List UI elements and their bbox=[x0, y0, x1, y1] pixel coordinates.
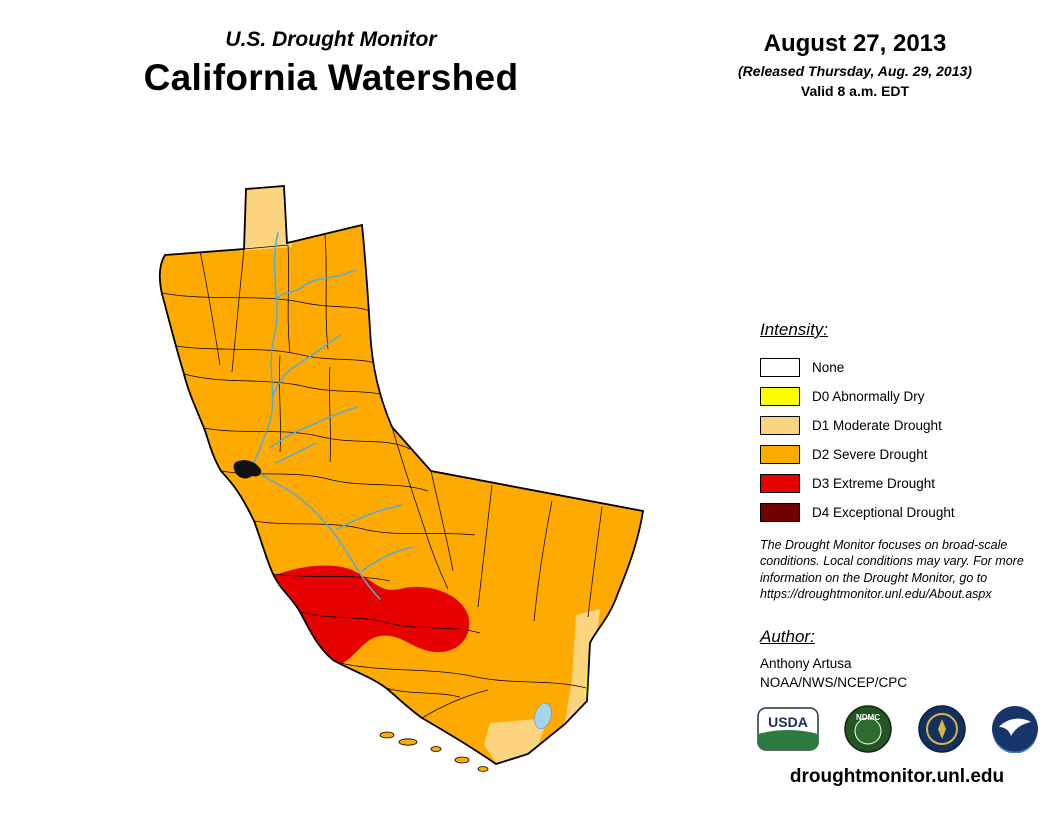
legend-swatch-d1 bbox=[760, 416, 800, 435]
date-block: August 27, 2013 (Released Thursday, Aug.… bbox=[710, 30, 1000, 99]
seagull-icon bbox=[998, 718, 1031, 736]
disclaimer-text: The Drought Monitor focuses on broad-sca… bbox=[760, 538, 1024, 601]
legend-item: D4 Exceptional Drought bbox=[760, 498, 955, 527]
ndmc-logo-text: NDMC bbox=[856, 713, 880, 722]
noaa-logo bbox=[991, 706, 1038, 753]
legend: Intensity: None D0 Abnormally Dry D1 Mod… bbox=[760, 320, 955, 527]
usda-logo-text: USDA bbox=[768, 714, 808, 730]
salton-sea bbox=[534, 702, 552, 730]
commerce-seal-logo bbox=[917, 705, 966, 753]
legend-label: None bbox=[812, 360, 845, 375]
usda-logo: USDA bbox=[757, 707, 819, 751]
page-title: California Watershed bbox=[143, 57, 519, 98]
eagle-icon bbox=[937, 719, 946, 739]
san-francisco-bay bbox=[233, 460, 262, 479]
author-org: NOAA/NWS/NCEP/CPC bbox=[760, 675, 908, 690]
map-d1-regions bbox=[240, 186, 600, 764]
legend-label: D0 Abnormally Dry bbox=[812, 389, 925, 404]
legend-heading: Intensity: bbox=[760, 320, 829, 339]
map-d2-region bbox=[159, 186, 643, 772]
watershed-boundaries bbox=[161, 234, 603, 719]
map-date: August 27, 2013 bbox=[763, 30, 947, 57]
map-d3-regions bbox=[270, 565, 470, 667]
valid-time: Valid 8 a.m. EDT bbox=[800, 83, 910, 99]
legend-swatch-d3 bbox=[760, 474, 800, 493]
legend-item: D3 Extreme Drought bbox=[760, 469, 955, 498]
author-name: Anthony Artusa bbox=[760, 656, 852, 671]
legend-swatch-d2 bbox=[760, 445, 800, 464]
legend-swatch-d0 bbox=[760, 387, 800, 406]
legend-swatch-d4 bbox=[760, 503, 800, 522]
author-heading: Author: bbox=[760, 627, 815, 646]
legend-label: D2 Severe Drought bbox=[812, 447, 928, 462]
rivers bbox=[251, 232, 413, 600]
legend-item: None bbox=[760, 353, 955, 382]
map-series-title: U.S. Drought Monitor bbox=[225, 28, 437, 51]
agency-logos: USDA NDMC bbox=[757, 705, 1039, 753]
release-date: (Released Thursday, Aug. 29, 2013) bbox=[738, 63, 972, 79]
channel-islands bbox=[379, 731, 489, 772]
header: U.S. Drought Monitor California Watershe… bbox=[96, 28, 566, 99]
footer-url: droughtmonitor.unl.edu bbox=[789, 766, 1005, 787]
legend-item: D2 Severe Drought bbox=[760, 440, 955, 469]
ndmc-logo: NDMC bbox=[844, 705, 893, 753]
legend-label: D4 Exceptional Drought bbox=[812, 505, 955, 520]
legend-item: D0 Abnormally Dry bbox=[760, 382, 955, 411]
legend-label: D3 Extreme Drought bbox=[812, 476, 936, 491]
legend-item: D1 Moderate Drought bbox=[760, 411, 955, 440]
california-watershed-map bbox=[158, 185, 644, 772]
legend-label: D1 Moderate Drought bbox=[812, 418, 942, 433]
legend-swatch-none bbox=[760, 358, 800, 377]
